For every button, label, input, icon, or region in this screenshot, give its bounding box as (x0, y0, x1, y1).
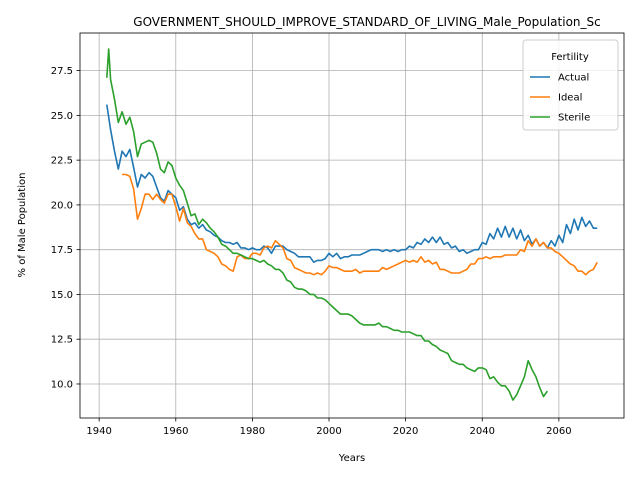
x-tick-label: 1960 (163, 426, 188, 437)
x-tick-label: 2020 (393, 426, 418, 437)
y-tick-label: 10.0 (51, 379, 73, 390)
legend-box (522, 39, 619, 131)
legend-label-actual: Actual (558, 73, 589, 84)
y-axis-ticks: 10.0 12.5 15.0 17.5 20.0 22.5 25.0 27.5 (51, 66, 80, 390)
x-tick-label: 2060 (546, 426, 571, 437)
x-tick-label: 1940 (86, 426, 111, 437)
chart-title: GOVERNMENT_SHOULD_IMPROVE_STANDARD_OF_LI… (133, 15, 600, 29)
y-tick-label: 15.0 (51, 290, 73, 301)
legend-label-sterile: Sterile (558, 113, 590, 124)
y-tick-label: 20.0 (51, 200, 73, 211)
x-tick-label: 2040 (470, 426, 495, 437)
series-line-ideal (122, 173, 598, 276)
y-tick-label: 12.5 (51, 335, 73, 346)
y-axis-label: % of Male Population (17, 173, 28, 278)
legend-label-ideal: Ideal (558, 93, 582, 104)
legend-title: Fertility (551, 52, 589, 63)
series-line-actual (106, 104, 598, 263)
y-tick-label: 22.5 (51, 156, 73, 167)
x-axis-label: Years (338, 453, 365, 464)
series-line-sterile (106, 48, 549, 401)
y-tick-label: 27.5 (51, 66, 73, 77)
plot-frame (79, 32, 625, 419)
series-lines (106, 48, 598, 401)
legend: Fertility Actual Ideal Sterile (522, 39, 619, 131)
x-tick-label: 2000 (316, 426, 341, 437)
grid (80, 33, 624, 418)
y-tick-label: 25.0 (51, 111, 73, 122)
x-axis-ticks: 1940 1960 1980 2000 2020 2040 2060 (86, 418, 572, 437)
x-tick-label: 1980 (240, 426, 265, 437)
y-tick-label: 17.5 (51, 245, 73, 256)
